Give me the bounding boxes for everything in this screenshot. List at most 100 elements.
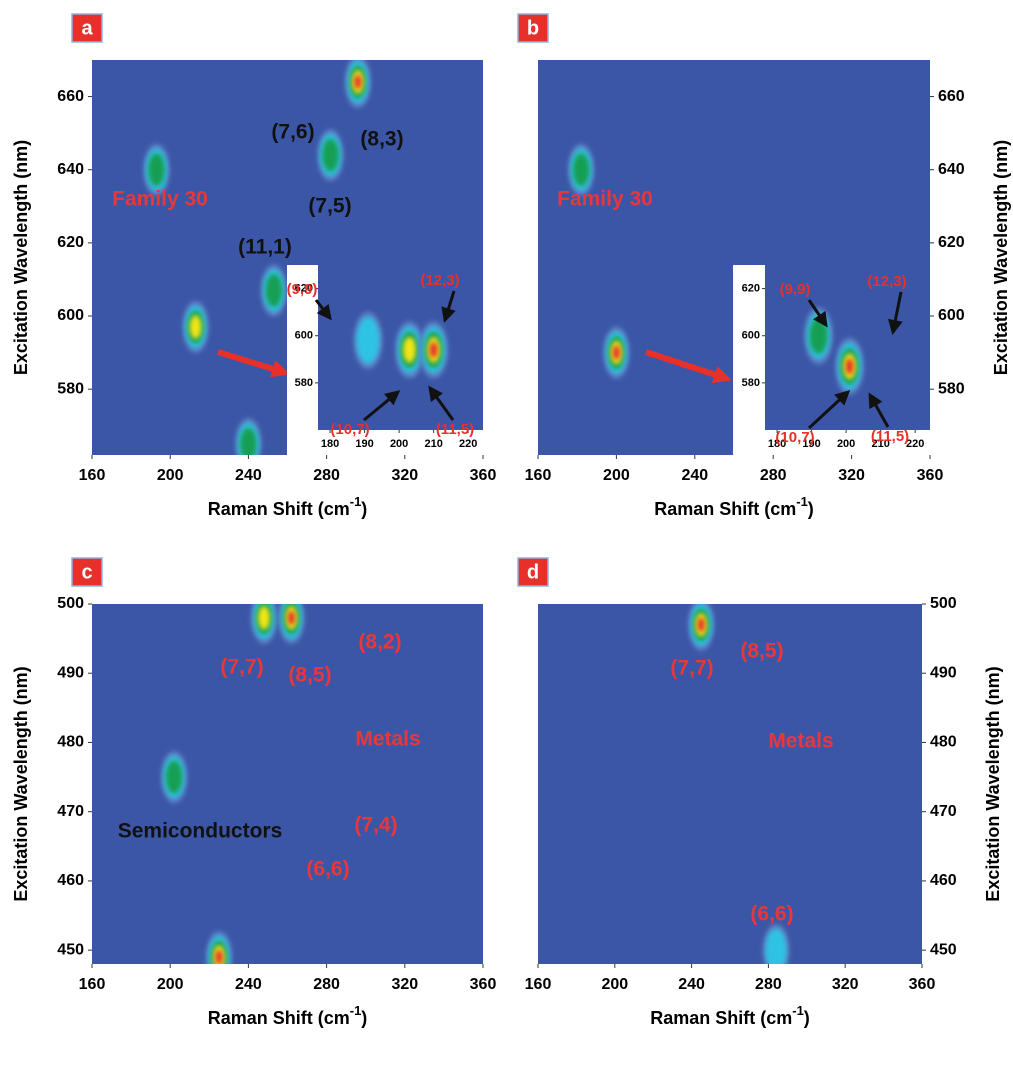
panel-label: d — [527, 561, 539, 583]
plot-area — [538, 604, 922, 964]
inset-arrow — [868, 392, 890, 428]
x-tick-label: 360 — [470, 467, 497, 484]
y-tick-label: 490 — [57, 664, 84, 681]
inset-y-tick-label: 620 — [742, 282, 760, 294]
y-tick-label: 640 — [57, 161, 84, 178]
inset-arrow — [314, 299, 332, 321]
x-tick-label: 200 — [157, 467, 184, 484]
x-axis-label: Raman Shift (cm-1) — [654, 494, 814, 519]
inset-arrow — [363, 390, 401, 422]
panel-label-box — [71, 557, 103, 587]
x-tick-label: 280 — [313, 976, 340, 993]
inset-arrow — [807, 299, 828, 328]
inset-x-tick-label: 190 — [802, 438, 820, 450]
inset-arrow — [441, 290, 456, 323]
annotation: (7,6) — [271, 121, 314, 144]
inset-x-tick-label: 220 — [906, 438, 924, 450]
contour-level — [402, 336, 416, 363]
x-tick-label: 200 — [157, 976, 184, 993]
x-axis-label-part: Raman Shift (cm — [654, 499, 796, 519]
annotation: (7,4) — [354, 814, 397, 837]
y-tick-label: 450 — [930, 941, 957, 958]
contour-level — [258, 606, 270, 630]
x-tick-label: 320 — [838, 467, 865, 484]
x-axis-label-part: -1 — [350, 1003, 362, 1018]
x-tick-label: 360 — [917, 467, 944, 484]
x-tick-label: 240 — [678, 976, 705, 993]
x-tick-label: 240 — [235, 976, 262, 993]
x-tick-label: 360 — [909, 976, 936, 993]
x-axis-label-part: Raman Shift (cm — [650, 1008, 792, 1028]
x-axis-label-part: ) — [804, 1008, 810, 1028]
x-tick-label: 280 — [760, 467, 787, 484]
y-tick-label: 620 — [938, 234, 965, 251]
y-axis-label: Excitation Wavelength (nm) — [11, 666, 31, 901]
inset-x-tick-label: 200 — [837, 438, 855, 450]
y-tick-label: 450 — [57, 941, 84, 958]
x-tick-label: 320 — [391, 976, 418, 993]
x-tick-label: 240 — [681, 467, 708, 484]
x-tick-label: 160 — [525, 467, 552, 484]
inset-label: (11,5) — [436, 421, 474, 438]
inset-arrow — [807, 389, 851, 430]
x-axis-label: Raman Shift (cm-1) — [208, 494, 368, 519]
y-tick-label: 660 — [57, 88, 84, 105]
panel-label: c — [81, 561, 92, 583]
annotation: Metals — [355, 728, 420, 751]
inset-label: (9,9) — [780, 281, 811, 298]
annotation: (7,7) — [220, 656, 263, 679]
inset-label: (10,7) — [330, 421, 369, 438]
y-tick-label: 480 — [57, 734, 84, 751]
inset-x-tick-label: 190 — [355, 438, 373, 450]
x-tick-label: 320 — [391, 467, 418, 484]
contour-level — [429, 342, 438, 358]
contour-level — [612, 345, 620, 360]
y-axis-label: Excitation Wavelength (nm) — [991, 140, 1011, 375]
y-tick-label: 500 — [930, 595, 957, 612]
x-axis-label-part: -1 — [350, 494, 362, 509]
inset-x-tick-label: 180 — [321, 438, 339, 450]
annotation: Semiconductors — [118, 820, 283, 843]
pointer-arrow — [217, 349, 290, 378]
plot-background — [92, 604, 483, 964]
inset-x-tick-label: 220 — [459, 438, 477, 450]
plot-area — [318, 265, 483, 430]
x-tick-label: 280 — [755, 976, 782, 993]
contour-level — [189, 315, 202, 339]
contour-level — [845, 358, 854, 375]
x-axis-label-part: Raman Shift (cm — [208, 499, 350, 519]
y-tick-label: 480 — [930, 734, 957, 751]
x-tick-label: 160 — [79, 976, 106, 993]
contour-level — [765, 928, 787, 964]
x-axis-label-part: Raman Shift (cm — [208, 1008, 350, 1028]
contour-level — [148, 153, 165, 187]
inset-y-tick-label: 600 — [742, 330, 760, 342]
y-tick-label: 660 — [938, 88, 965, 105]
x-tick-label: 160 — [525, 976, 552, 993]
y-tick-label: 490 — [930, 664, 957, 681]
contour-level — [240, 427, 257, 455]
panel-label-box — [517, 13, 549, 43]
contour-level — [572, 153, 590, 187]
y-tick-label: 460 — [57, 872, 84, 889]
y-tick-label: 470 — [930, 803, 957, 820]
plot-background — [538, 604, 922, 964]
inset-label: (12,3) — [420, 272, 459, 289]
inset-x-tick-label: 210 — [871, 438, 889, 450]
annotation: Family 30 — [557, 188, 653, 211]
inset-label: (10,7) — [775, 429, 814, 446]
annotation: (6,6) — [306, 858, 349, 881]
inset-label: (12,3) — [867, 273, 906, 290]
y-tick-label: 640 — [938, 161, 965, 178]
x-axis-label-part: -1 — [796, 494, 808, 509]
inset-y-tick-label: 580 — [295, 377, 313, 389]
annotation: (8,2) — [358, 631, 401, 654]
inset-label: (11,5) — [871, 428, 909, 445]
x-tick-label: 160 — [79, 467, 106, 484]
y-tick-label: 500 — [57, 595, 84, 612]
annotation: (8,3) — [360, 128, 403, 151]
x-tick-label: 200 — [603, 467, 630, 484]
y-tick-label: 600 — [938, 307, 965, 324]
contour-level — [265, 273, 283, 307]
